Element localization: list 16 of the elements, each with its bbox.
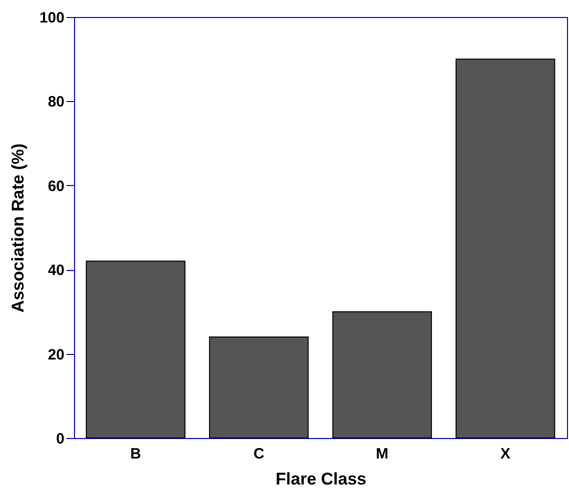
x-tick-label: X: [500, 446, 510, 462]
x-tick-label: C: [253, 446, 264, 462]
y-tick-label: 0: [56, 430, 64, 448]
x-axis-title: Flare Class: [276, 470, 366, 488]
x-tick-label: B: [130, 446, 142, 462]
bar: [332, 311, 432, 438]
bar: [209, 336, 309, 438]
y-tick-label: 20: [48, 346, 64, 364]
y-tick-label: 40: [48, 262, 64, 280]
x-tick-label: M: [376, 446, 388, 462]
bar: [86, 260, 186, 438]
y-tick-label: 80: [48, 94, 64, 111]
bar: [456, 58, 556, 438]
y-axis-title: Association Rate (%): [8, 143, 28, 313]
y-tick-label: 100: [39, 10, 64, 26]
y-tick-label: 60: [48, 178, 64, 195]
